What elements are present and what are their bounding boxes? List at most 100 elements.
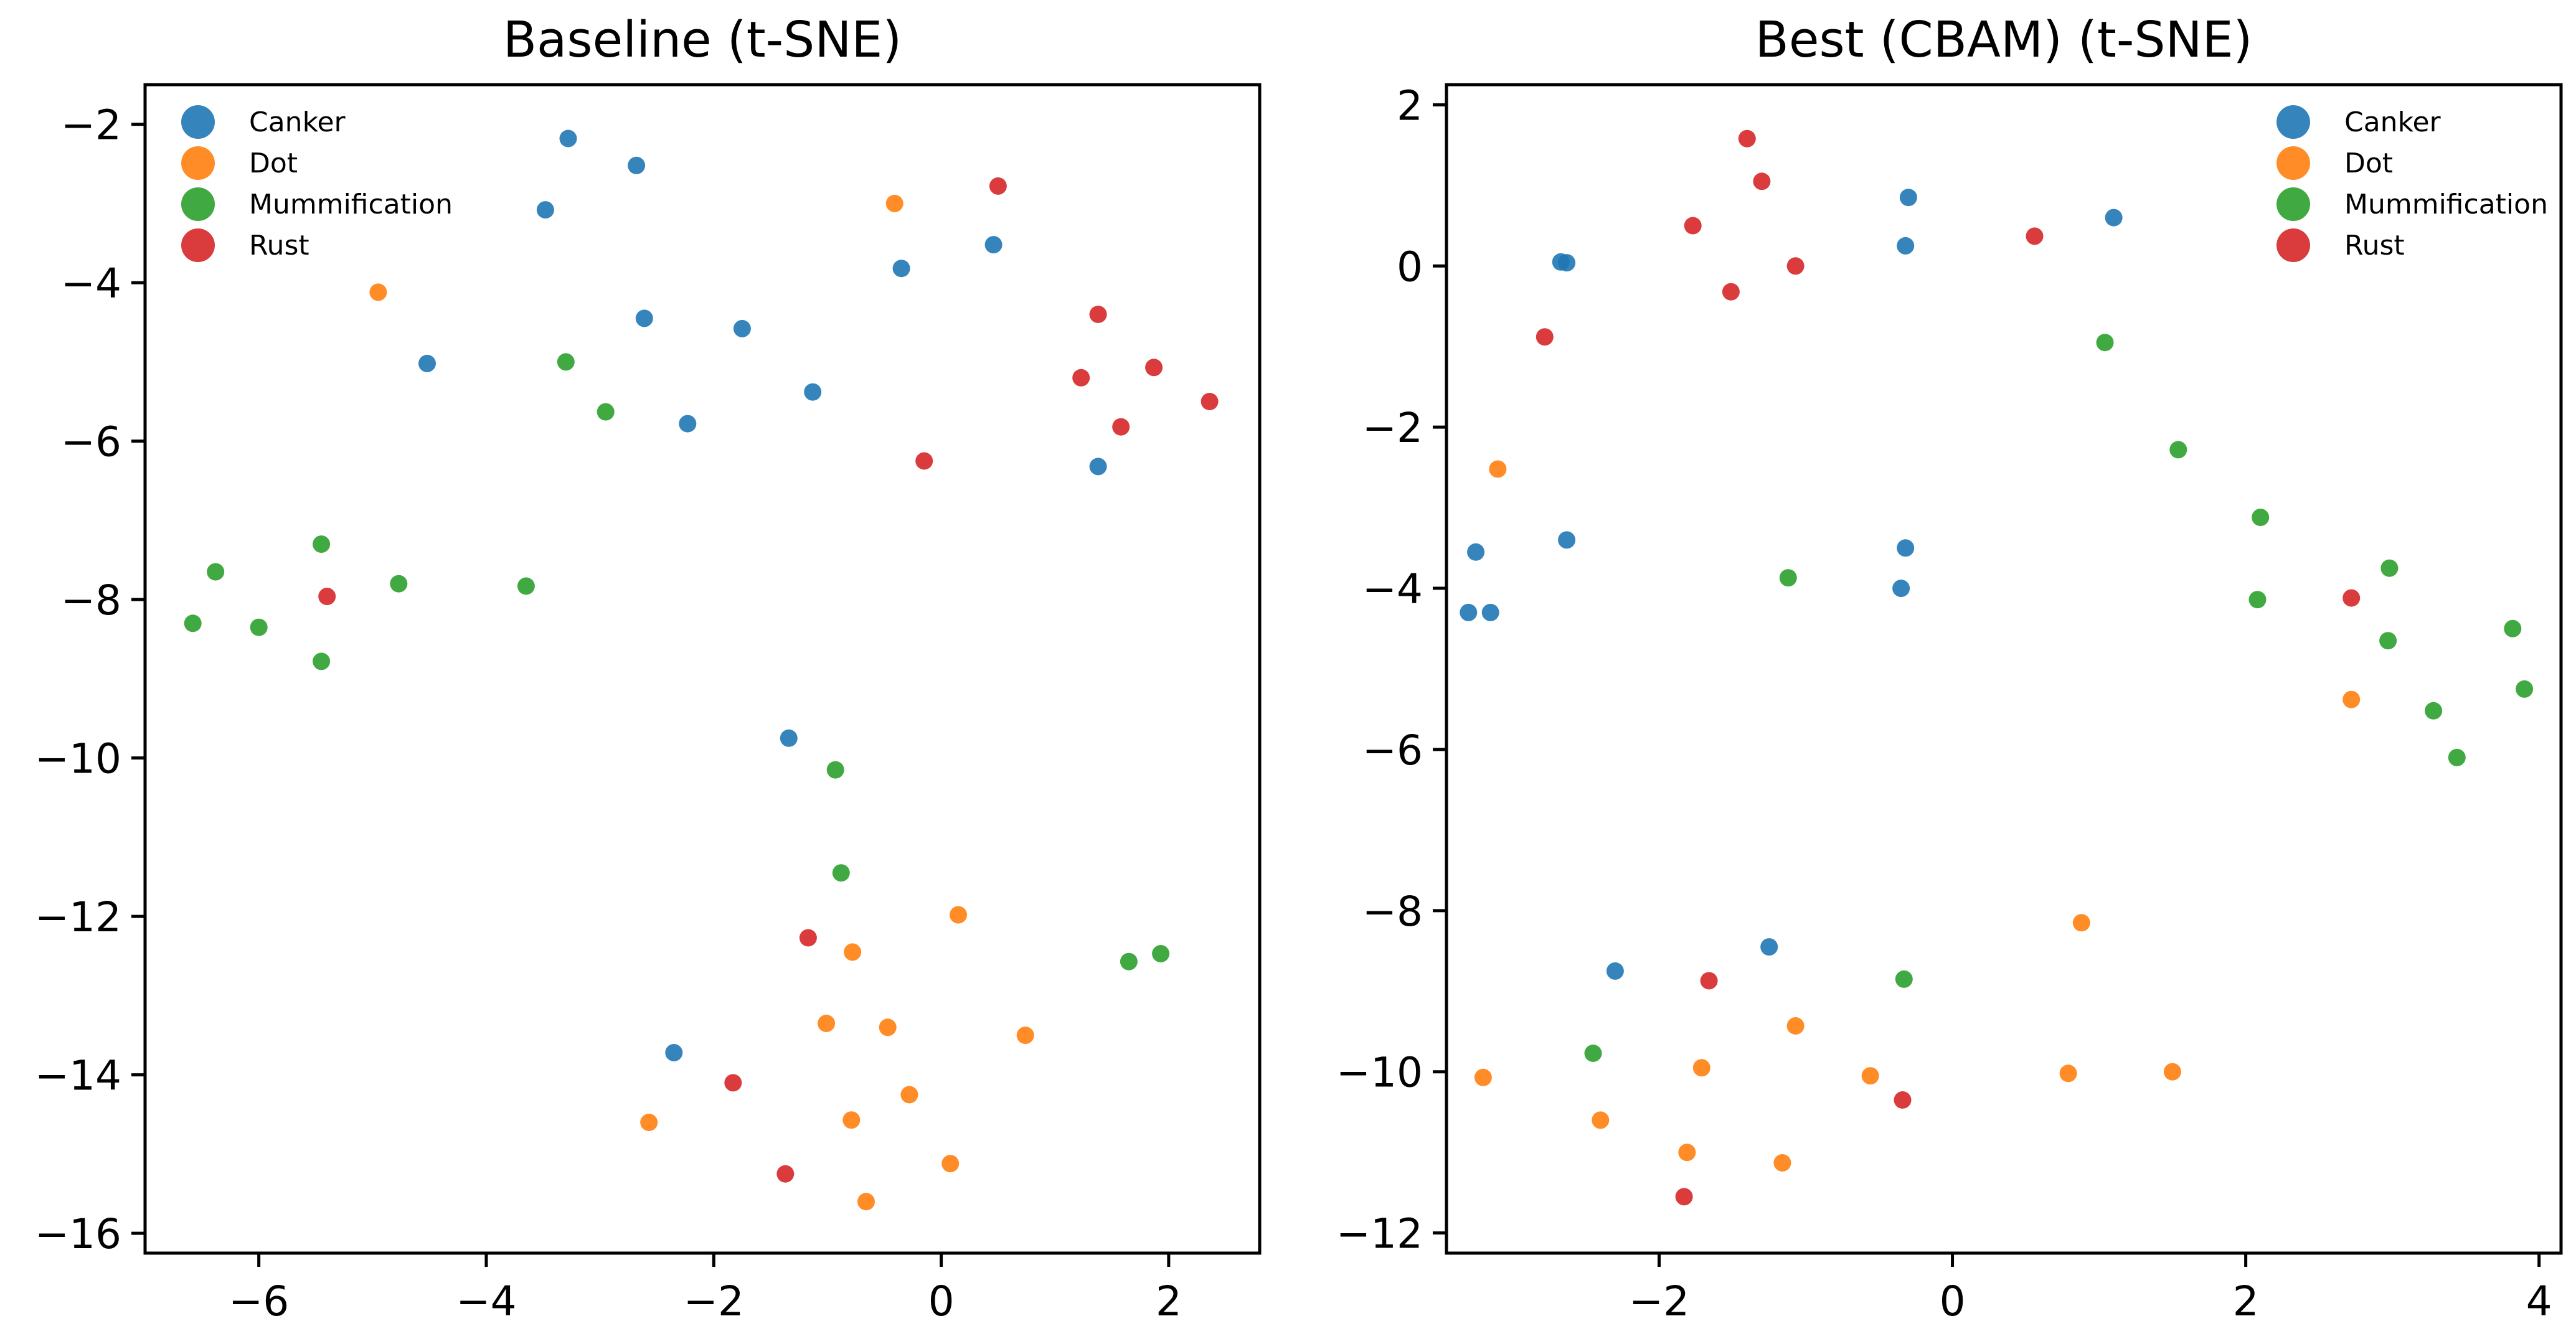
baseline-point-rust (1145, 359, 1163, 377)
cbam-point-rust (1536, 328, 1554, 346)
baseline-legend-label-dot: Dot (249, 148, 298, 179)
baseline-y-tick-label: −12 (35, 893, 121, 941)
baseline-point-mummification (1152, 945, 1170, 962)
baseline-point-mummification (184, 614, 202, 632)
baseline-point-dot (844, 943, 862, 961)
baseline-point-rust (1089, 306, 1107, 323)
cbam-point-mummification (2380, 559, 2399, 577)
baseline-y-tick-label: −14 (35, 1052, 121, 1100)
baseline-point-dot (818, 1015, 836, 1032)
baseline-point-mummification (832, 864, 850, 882)
baseline-legend-label-canker: Canker (249, 106, 346, 138)
baseline-x-tick-label: −2 (684, 1277, 744, 1325)
cbam-axis-ticks: −2 0 2 4 −12 −10 −8 −6 −4 −2 0 2 (1336, 82, 2552, 1325)
baseline-point-canker (780, 729, 798, 747)
baseline-point-dot (950, 906, 967, 924)
baseline-point-mummification (313, 535, 331, 553)
baseline-legend: Canker Dot Mummification Rust (181, 105, 453, 262)
cbam-legend-label-rust: Rust (2344, 230, 2405, 261)
cbam-point-dot (2059, 1064, 2077, 1083)
cbam-point-mummification (1779, 569, 1797, 587)
baseline-point-canker (804, 383, 822, 401)
baseline-y-tick-label: −4 (61, 260, 121, 308)
cbam-point-rust (1786, 257, 1805, 275)
cbam-point-rust (1738, 129, 1756, 148)
cbam-point-mummification (2248, 591, 2267, 609)
cbam-point-rust (1753, 172, 1771, 190)
cbam-x-tick-label: −2 (1629, 1277, 1689, 1325)
baseline-point-mummification (1120, 952, 1138, 970)
cbam-point-dot (1592, 1111, 1610, 1129)
cbam-legend-marker-mummification (2276, 187, 2310, 221)
baseline-legend-marker-rust (181, 228, 215, 262)
cbam-point-canker (1897, 237, 1915, 255)
baseline-point-dot (900, 1086, 918, 1104)
baseline-point-mummification (313, 652, 331, 670)
baseline-point-dot (369, 283, 387, 301)
cbam-y-tick-label: −2 (1362, 404, 1423, 452)
baseline-x-tick-label: 0 (928, 1277, 955, 1325)
cbam-y-tick-label: −4 (1362, 565, 1423, 613)
baseline-y-tick-label: −6 (61, 418, 121, 466)
cbam-y-tick-label: −8 (1362, 888, 1423, 936)
cbam-tsne-panel: Best (CBAM) (t-SNE) −2 0 2 4 −12 −10 −8 −6 −4 −2 0… (1336, 11, 2563, 1325)
baseline-points (184, 129, 1219, 1211)
cbam-point-rust (2342, 589, 2361, 607)
baseline-point-rust (1201, 393, 1219, 410)
baseline-point-mummification (826, 761, 844, 779)
cbam-point-canker (1899, 189, 1917, 207)
baseline-axis-ticks: −6 −4 −2 0 2 −16 −14 −12 −10 −8 −6 −4 −2 (35, 101, 1182, 1325)
baseline-point-dot (879, 1018, 897, 1036)
cbam-point-mummification (2379, 632, 2397, 650)
baseline-point-rust (989, 177, 1007, 195)
baseline-point-canker (559, 129, 577, 148)
baseline-point-rust (915, 452, 933, 470)
baseline-y-tick-label: −10 (35, 735, 121, 783)
baseline-point-rust (799, 929, 817, 947)
baseline-point-canker (635, 309, 653, 327)
cbam-point-dot (1474, 1068, 1492, 1086)
cbam-point-mummification (2516, 680, 2534, 698)
baseline-point-canker (679, 415, 697, 433)
baseline-chart-title: Baseline (t-SNE) (503, 11, 902, 68)
baseline-x-tick-label: −6 (229, 1277, 289, 1325)
cbam-point-canker (1558, 531, 1576, 549)
cbam-point-rust (1684, 217, 1702, 235)
cbam-point-mummification (1584, 1045, 1602, 1062)
cbam-point-canker (1481, 603, 1499, 621)
baseline-point-canker (892, 260, 910, 278)
cbam-point-canker (1897, 539, 1915, 557)
cbam-y-tick-label: −12 (1336, 1210, 1423, 1258)
baseline-point-mummification (207, 563, 225, 581)
cbam-point-rust (2026, 227, 2044, 245)
cbam-point-mummification (1895, 970, 1913, 988)
cbam-legend-marker-dot (2276, 146, 2310, 180)
cbam-point-dot (2163, 1063, 2181, 1081)
cbam-point-dot (1861, 1067, 1879, 1085)
cbam-point-dot (2072, 914, 2090, 932)
baseline-legend-label-rust: Rust (249, 230, 309, 261)
baseline-point-dot (1016, 1027, 1034, 1045)
cbam-point-canker (1892, 580, 1910, 598)
baseline-y-tick-label: −2 (61, 101, 121, 149)
cbam-point-canker (1606, 962, 1624, 980)
baseline-point-dot (640, 1114, 658, 1131)
cbam-legend-label-mummification: Mummification (2344, 189, 2548, 220)
cbam-point-rust (1722, 283, 1740, 301)
baseline-point-rust (318, 588, 336, 606)
baseline-point-dot (842, 1111, 861, 1129)
cbam-point-mummification (2096, 334, 2114, 352)
baseline-legend-marker-mummification (181, 187, 215, 221)
cbam-point-canker (1467, 543, 1485, 561)
baseline-point-rust (1072, 369, 1090, 387)
baseline-point-canker (984, 236, 1003, 254)
baseline-x-tick-label: 2 (1156, 1277, 1182, 1325)
baseline-point-canker (1089, 458, 1107, 476)
baseline-point-canker (418, 354, 436, 372)
baseline-point-mummification (517, 577, 535, 595)
cbam-point-canker (1558, 254, 1576, 272)
baseline-x-tick-label: −4 (456, 1277, 516, 1325)
cbam-point-dot (1489, 460, 1507, 478)
